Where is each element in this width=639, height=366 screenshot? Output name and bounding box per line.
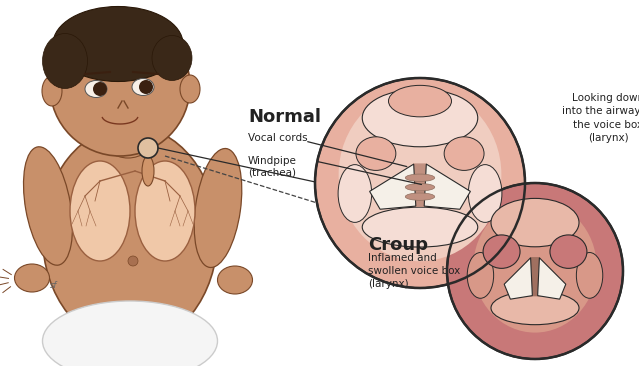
Ellipse shape: [362, 89, 478, 147]
Text: Inflamed and
swollen voice box
(larynx): Inflamed and swollen voice box (larynx): [368, 253, 460, 290]
Ellipse shape: [180, 75, 200, 103]
Ellipse shape: [103, 118, 153, 158]
Ellipse shape: [339, 88, 502, 261]
Ellipse shape: [405, 193, 435, 200]
Circle shape: [138, 138, 158, 158]
Ellipse shape: [85, 81, 107, 97]
Ellipse shape: [550, 235, 587, 268]
Circle shape: [315, 78, 525, 288]
Ellipse shape: [491, 291, 579, 325]
Circle shape: [128, 256, 138, 266]
Ellipse shape: [194, 149, 242, 268]
Ellipse shape: [468, 165, 502, 223]
Ellipse shape: [444, 137, 484, 171]
Text: Windpipe
(trachea): Windpipe (trachea): [248, 156, 297, 178]
Ellipse shape: [70, 161, 130, 261]
Ellipse shape: [491, 198, 579, 247]
Polygon shape: [537, 258, 566, 299]
Polygon shape: [528, 258, 542, 296]
Polygon shape: [369, 164, 416, 209]
Ellipse shape: [142, 156, 154, 186]
Ellipse shape: [132, 78, 154, 96]
Ellipse shape: [43, 301, 217, 366]
Ellipse shape: [24, 147, 72, 265]
Text: Looking down
into the airway at
the voice box
(larynx): Looking down into the airway at the voic…: [562, 93, 639, 143]
Ellipse shape: [483, 235, 520, 268]
Ellipse shape: [42, 76, 62, 106]
Ellipse shape: [576, 253, 603, 298]
Ellipse shape: [135, 161, 195, 261]
Ellipse shape: [405, 174, 435, 182]
Ellipse shape: [405, 183, 435, 191]
Circle shape: [139, 80, 153, 94]
Text: Normal: Normal: [248, 108, 321, 126]
Text: Croup: Croup: [368, 236, 428, 254]
Text: Vocal cords: Vocal cords: [248, 133, 307, 143]
Ellipse shape: [217, 266, 252, 294]
Polygon shape: [504, 258, 532, 299]
Text: sf: sf: [50, 281, 58, 290]
Ellipse shape: [50, 16, 190, 156]
Ellipse shape: [43, 34, 88, 89]
Ellipse shape: [389, 85, 452, 117]
Ellipse shape: [362, 207, 478, 247]
Ellipse shape: [15, 264, 49, 292]
Circle shape: [447, 183, 623, 359]
Polygon shape: [408, 164, 433, 206]
Ellipse shape: [473, 201, 597, 333]
Ellipse shape: [356, 137, 396, 171]
Ellipse shape: [152, 36, 192, 81]
Ellipse shape: [467, 253, 494, 298]
Polygon shape: [424, 164, 470, 209]
Ellipse shape: [43, 126, 217, 346]
Ellipse shape: [53, 7, 183, 82]
Circle shape: [93, 82, 107, 96]
Ellipse shape: [338, 165, 372, 223]
